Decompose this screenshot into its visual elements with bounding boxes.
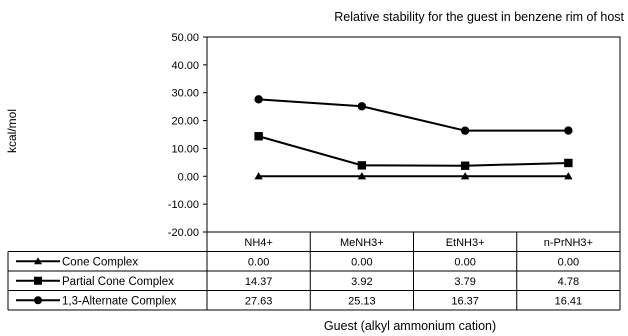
legend-key-marker (34, 276, 42, 285)
y-tick-label: 40.00 (171, 60, 199, 72)
data-label: 3.79 (454, 276, 475, 288)
series-line (258, 98, 569, 132)
x-tick-label: n-PrNH3+ (544, 237, 593, 249)
x-axis-label: Guest (alkyl ammonium cation) (324, 319, 496, 333)
chart-title: Relative stability for the guest in benz… (334, 10, 624, 24)
data-label: 25.13 (348, 295, 376, 307)
y-tick-label: 50.00 (171, 32, 199, 44)
data-label: 14.37 (245, 276, 273, 288)
x-tick-label: MeNH3+ (340, 237, 384, 249)
legend-key-marker (34, 257, 42, 265)
data-point (254, 132, 263, 141)
data-label: 16.41 (555, 295, 583, 307)
data-label: 3.92 (351, 276, 372, 288)
y-tick-label: -20.00 (168, 227, 199, 239)
data-point (564, 158, 573, 168)
data-label: 0.00 (248, 256, 269, 268)
data-label: 4.78 (558, 276, 579, 288)
legend-entry: Partial Cone Complex (62, 276, 174, 288)
data-point (357, 161, 367, 170)
data-label: 16.37 (451, 295, 479, 307)
y-tick-label: 10.00 (171, 143, 199, 155)
data-point (357, 102, 367, 111)
data-point (460, 172, 470, 180)
data-label: 27.63 (245, 295, 273, 307)
y-tick-label: 30.00 (171, 88, 199, 100)
y-tick-label: 0.00 (178, 171, 199, 183)
data-point (564, 126, 573, 135)
y-tick-label: 20.00 (171, 116, 199, 128)
data-point (357, 172, 367, 180)
data-point (564, 172, 573, 180)
y-axis-label: kcal/mol (5, 109, 19, 153)
data-label: 0.00 (558, 256, 579, 268)
legend-key-marker (34, 296, 42, 305)
legend-entry: 1,3-Alternate Complex (62, 295, 177, 307)
y-tick-label: -10.00 (168, 199, 199, 211)
x-tick-label: EtNH3+ (446, 237, 485, 249)
data-point (254, 95, 263, 104)
data-label: 0.00 (454, 256, 475, 268)
plot-frame (206, 36, 621, 233)
x-tick-label: NH4+ (244, 237, 272, 249)
data-point (254, 172, 263, 180)
legend-entry: Cone Complex (62, 256, 138, 268)
series-line (258, 135, 569, 167)
data-label: 0.00 (351, 256, 372, 268)
data-point (460, 126, 470, 135)
data-point (460, 161, 470, 170)
